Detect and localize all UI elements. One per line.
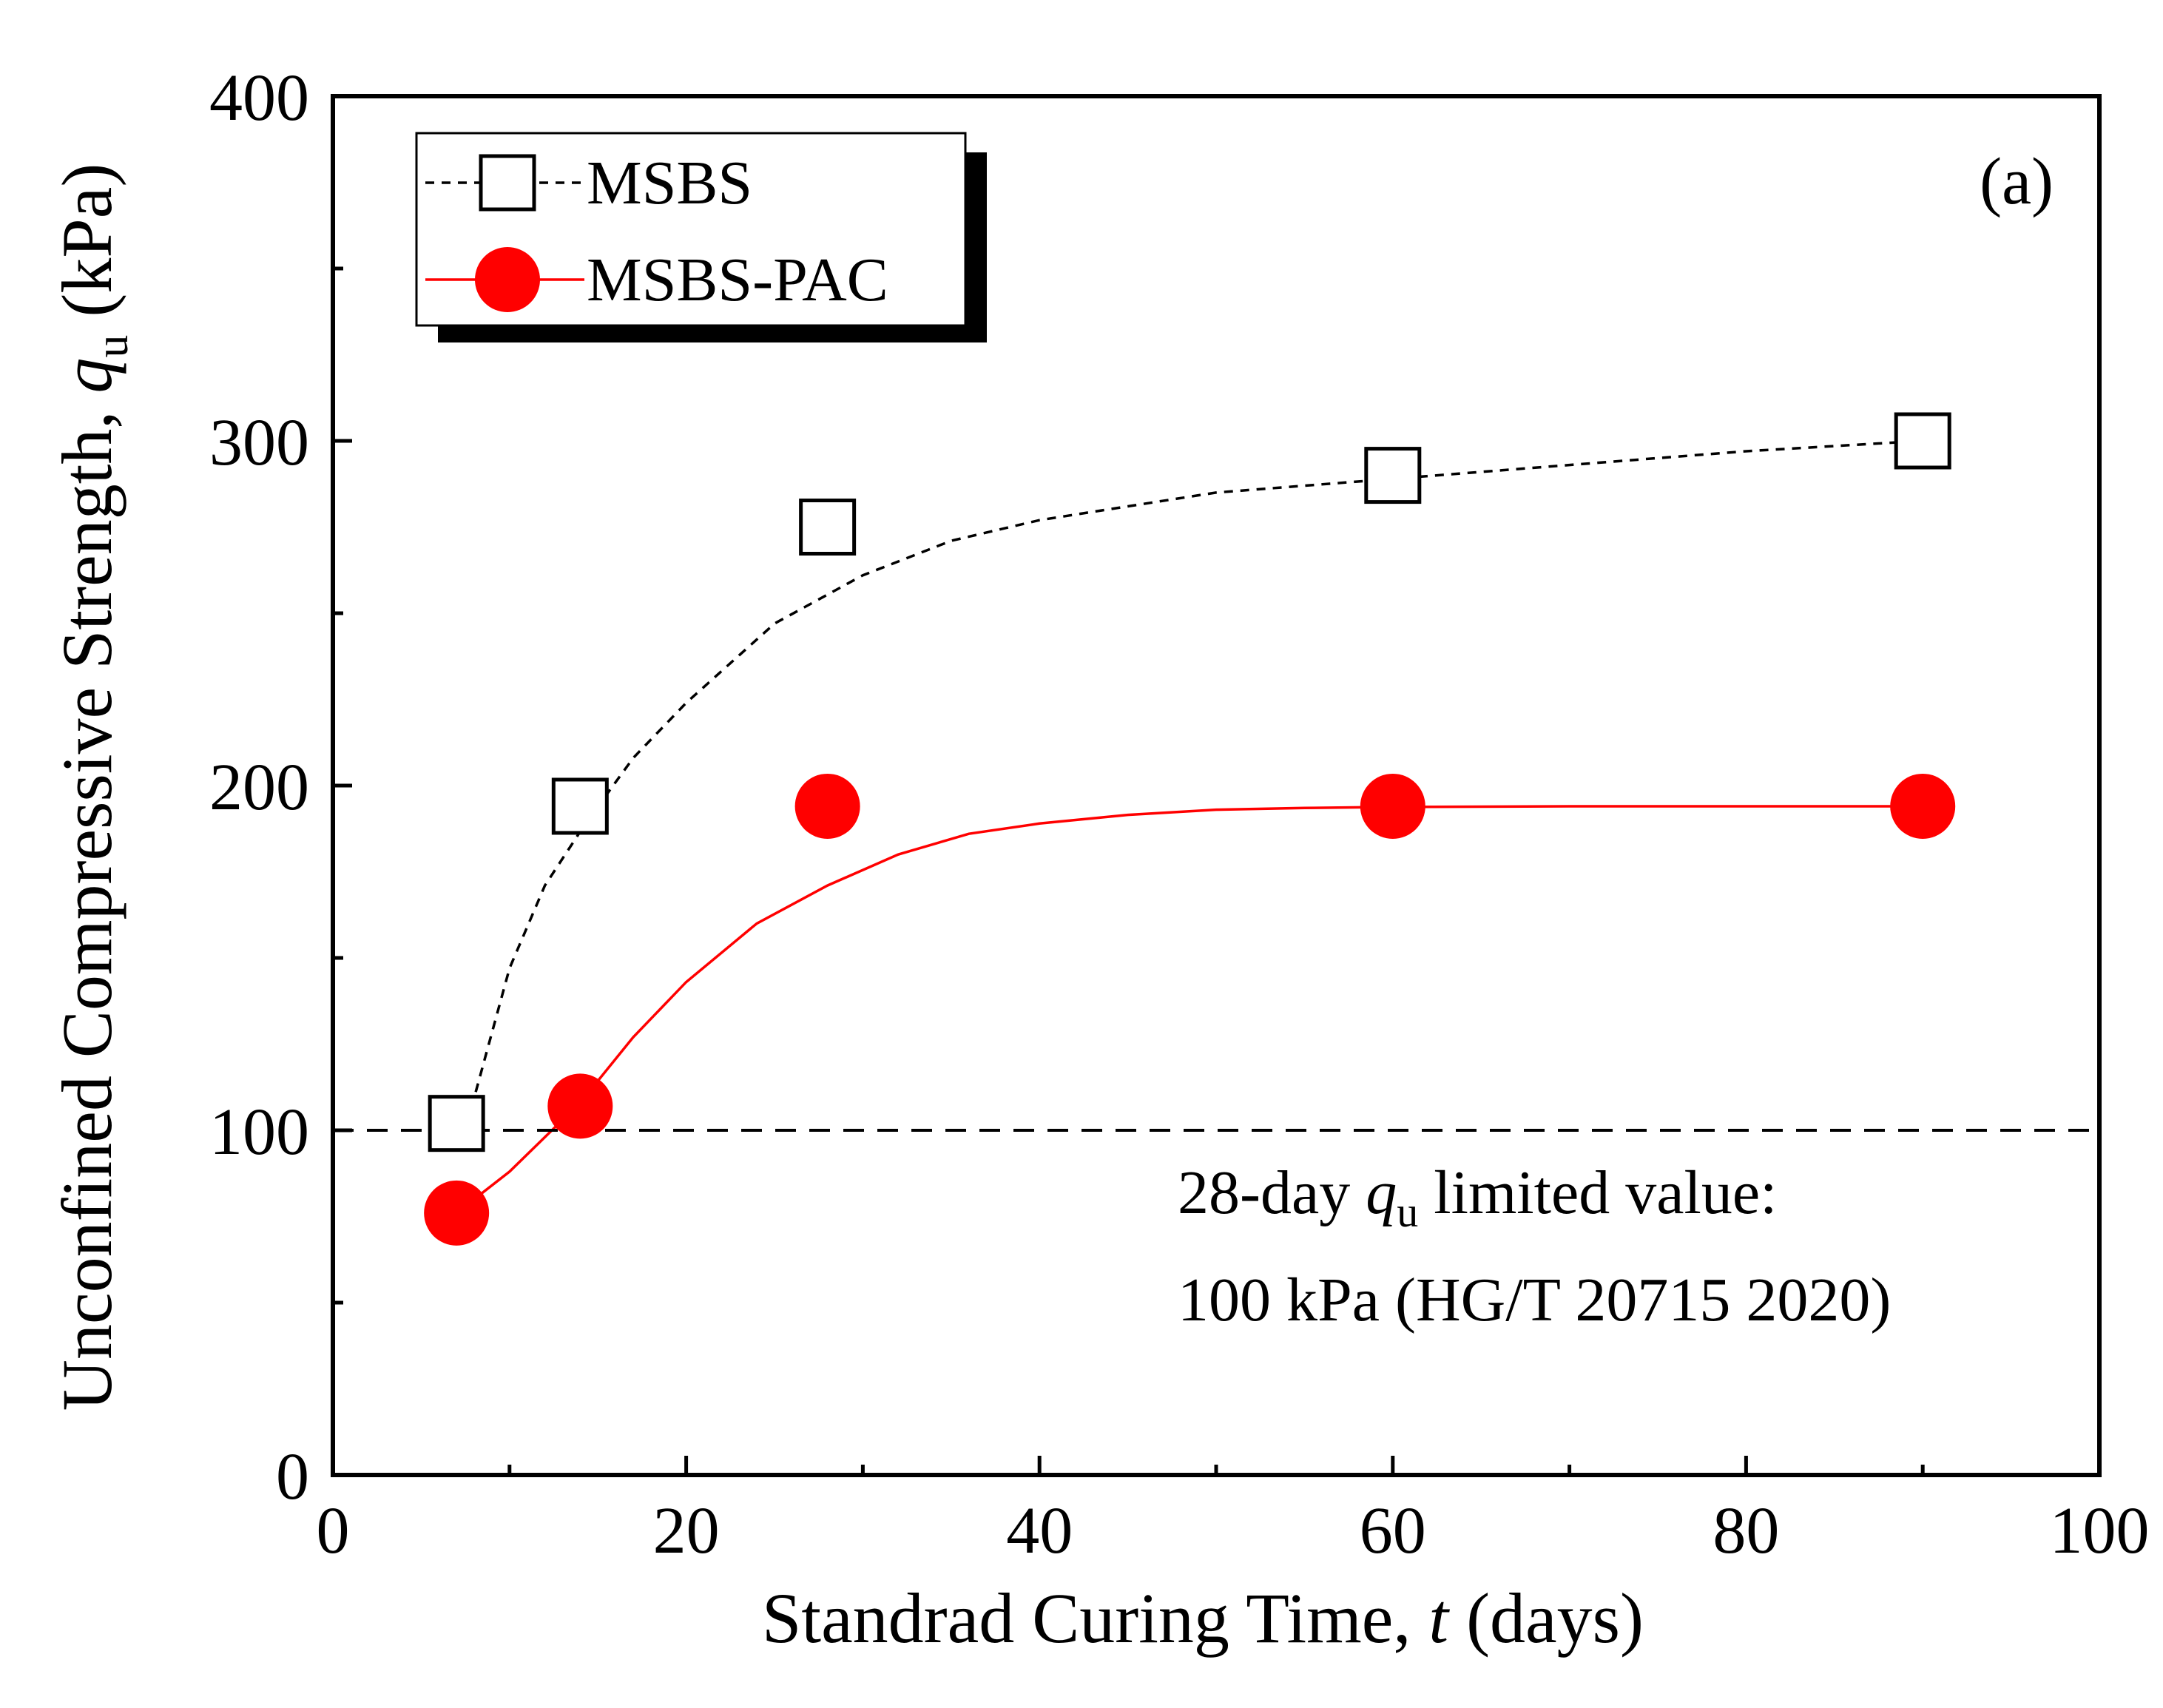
data-point-msbs: [428, 1095, 485, 1152]
x-tick-label: 0: [317, 1494, 350, 1567]
data-point-msbs-pac: [1360, 773, 1425, 839]
x-tick-label: 100: [2050, 1494, 2150, 1567]
legend-msbs-label: MSBS: [587, 149, 752, 217]
data-point-msbs: [1894, 412, 1951, 470]
data-point-msbs-pac: [547, 1073, 613, 1139]
x-tick-label: 60: [1360, 1494, 1426, 1567]
y-axis-tick-labels: 0 100 200 300 400: [209, 61, 309, 1513]
data-point-msbs-pac: [794, 773, 860, 839]
y-axis-title: Unconfined Compressive Strength, qu (kPa…: [47, 163, 138, 1411]
x-tick-label: 20: [653, 1494, 720, 1567]
fit-line-msbs: [465, 439, 1923, 1124]
y-tick-label: 400: [209, 61, 309, 135]
legend: MSBS MSBS-PAC: [415, 132, 987, 342]
data-point-msbs: [1364, 447, 1422, 504]
data-point-msbs: [551, 777, 609, 835]
legend-msbs-pac-marker: [475, 247, 540, 312]
legend-msbs-pac-label: MSBS-PAC: [587, 246, 888, 314]
x-axis-ticks: [331, 1456, 2102, 1475]
y-tick-label: 100: [209, 1096, 309, 1169]
data-point-msbs: [799, 499, 857, 556]
x-tick-label: 40: [1006, 1494, 1073, 1567]
y-tick-label: 0: [276, 1440, 309, 1513]
data-point-msbs-pac: [1890, 773, 1956, 839]
panel-label: (a): [1980, 145, 2054, 218]
fit-line-msbs-pac: [456, 805, 1923, 1215]
y-axis-ticks: [333, 94, 352, 1477]
data-markers: [424, 412, 1956, 1246]
annotation-line-1: 28-day qu limited value:: [1178, 1158, 1777, 1236]
y-tick-label: 200: [209, 751, 309, 824]
annotation-line-2: 100 kPa (HG/T 20715 2020): [1178, 1266, 1891, 1334]
x-axis-tick-labels: 0 20 40 60 80 100: [317, 1494, 2150, 1567]
x-axis-title: Standrad Curing Time, t (days): [762, 1579, 1644, 1658]
y-tick-label: 300: [209, 406, 309, 479]
x-tick-label: 80: [1712, 1494, 1779, 1567]
fit-lines: [456, 439, 1923, 1215]
data-point-msbs-pac: [424, 1180, 490, 1246]
legend-msbs-marker: [479, 154, 536, 212]
